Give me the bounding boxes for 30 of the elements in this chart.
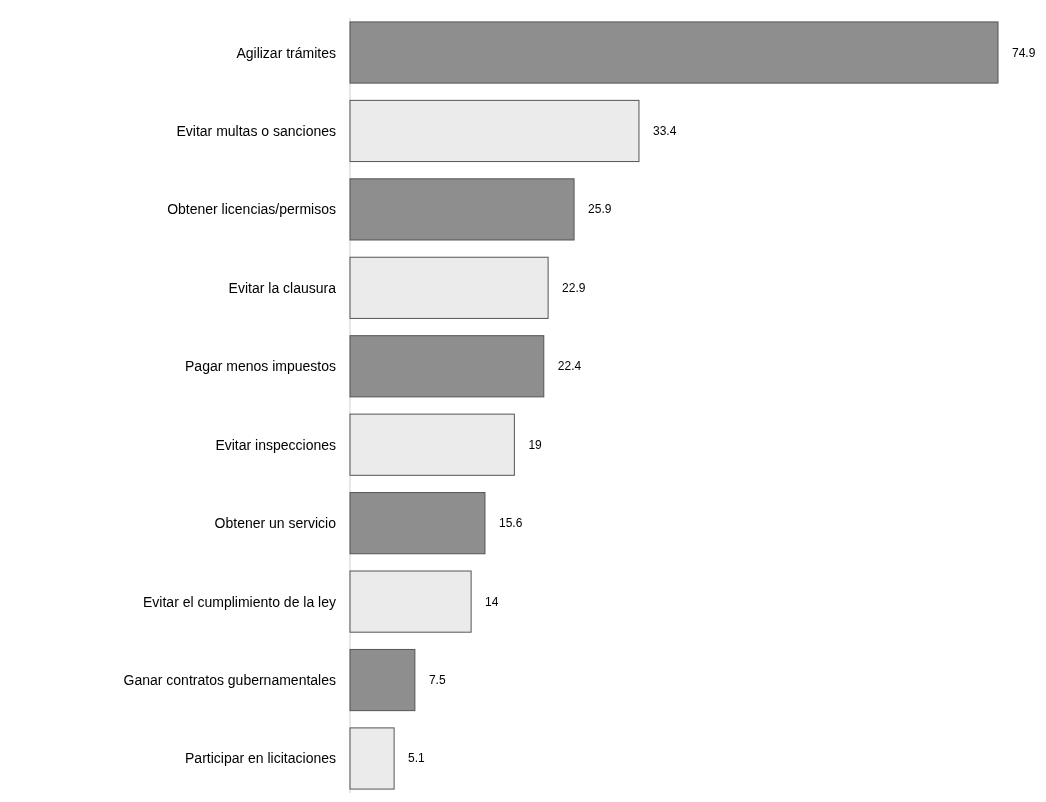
y-tick-label: Evitar multas o sanciones [176, 122, 336, 139]
bar [349, 570, 472, 633]
y-tick-label: Evitar el cumplimiento de la ley [143, 593, 336, 610]
data-label: 15.6 [498, 516, 523, 531]
y-tick-label: Evitar la clausura [228, 279, 337, 296]
y-tick-label: Ganar contratos gubernamentales [123, 672, 336, 689]
bar [349, 335, 545, 398]
data-label: 7.5 [428, 673, 446, 688]
y-tick-label: Evitar inspecciones [215, 436, 336, 453]
bar [349, 648, 416, 712]
y-tick-label: Obtener licencias/permisos [167, 201, 336, 218]
bar [349, 99, 640, 163]
y-tick-label: Participar en licitaciones [185, 750, 336, 767]
bar [349, 492, 486, 555]
bar [349, 413, 515, 476]
y-tick-label: Obtener un servicio [214, 515, 337, 532]
data-label: 33.4 [652, 123, 677, 138]
data-label: 22.9 [562, 280, 586, 295]
bar [349, 256, 549, 319]
data-label: 22.4 [557, 359, 582, 374]
bar [349, 727, 395, 790]
bar [349, 21, 999, 84]
data-label: 14 [485, 594, 499, 609]
bar [349, 178, 575, 241]
data-label: 25.9 [588, 202, 612, 217]
data-label: 19 [528, 437, 543, 452]
y-tick-label: Agilizar trámites [236, 44, 336, 61]
data-label: 5.1 [408, 751, 426, 766]
data-label: 74.9 [1012, 45, 1036, 60]
y-tick-label: Pagar menos impuestos [185, 358, 336, 375]
